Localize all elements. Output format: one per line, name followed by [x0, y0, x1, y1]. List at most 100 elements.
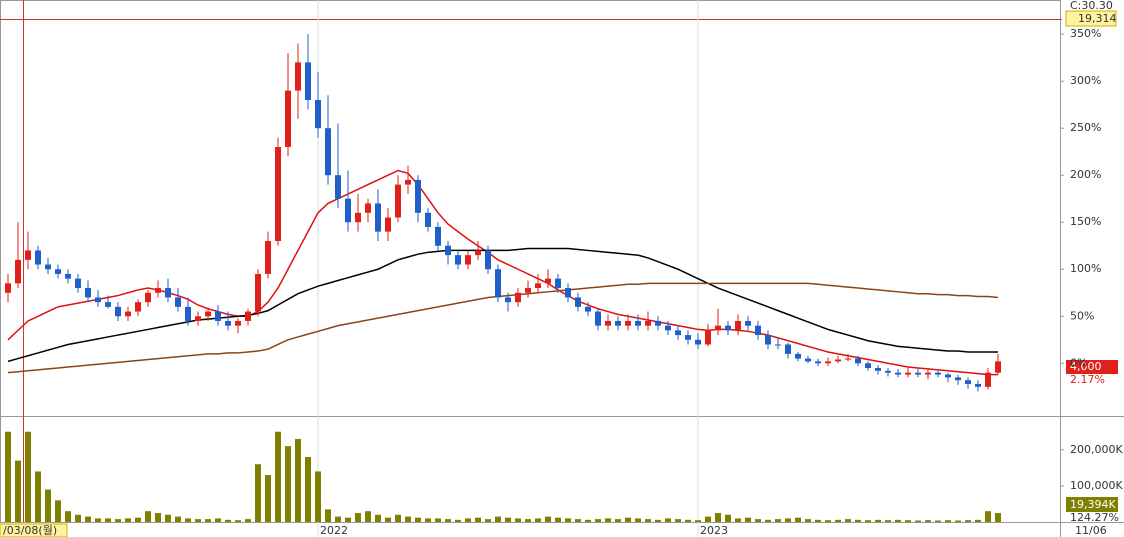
candle-body [645, 320, 651, 326]
candle-body [185, 306, 191, 321]
candle-body [905, 372, 911, 375]
volume-bar [385, 517, 391, 522]
candle-body [585, 306, 591, 312]
candle-body [295, 62, 301, 91]
volume-bar [145, 511, 151, 522]
candle-body [765, 335, 771, 345]
candle-body [315, 99, 321, 129]
candle-body [515, 292, 521, 303]
volume-bar [415, 517, 421, 522]
candle-body [775, 344, 781, 346]
volume-bar [955, 520, 961, 522]
candle-body [45, 264, 51, 270]
candle-body [545, 278, 551, 284]
candle-body [855, 358, 861, 364]
volume-bar [915, 520, 921, 522]
cursor-price-box [1065, 10, 1117, 27]
candle-body [395, 184, 401, 218]
volume-bar [925, 520, 931, 522]
volume-bar [295, 438, 301, 522]
candle-body [675, 330, 681, 336]
volume-bar [785, 518, 791, 522]
volume-bar [25, 431, 31, 522]
volume-bar [115, 519, 121, 522]
volume-bar [325, 509, 331, 522]
candle-body [935, 372, 941, 375]
x-tick-label: 2023 [700, 524, 728, 537]
volume-bar [535, 518, 541, 522]
candle-body [335, 175, 341, 199]
candle-body [655, 320, 661, 326]
candle-body [225, 320, 231, 326]
candle-body [665, 325, 671, 331]
candle-body [535, 283, 541, 289]
volume-bar [235, 520, 241, 522]
volume-bar [885, 520, 891, 522]
price-label: 4,000 [1070, 360, 1102, 373]
volume-bar [625, 517, 631, 522]
volume-bar [35, 471, 41, 522]
moving-average [7, 247, 998, 363]
moving-average [7, 282, 999, 374]
volume-bar [715, 512, 721, 522]
candle-body [815, 361, 821, 364]
candle-body [745, 320, 751, 326]
volume-bar [205, 519, 211, 522]
volume-bar [125, 518, 131, 522]
y-tick-label: 100,000K [1070, 479, 1123, 492]
volume-bar [15, 460, 21, 522]
volume-bar [815, 519, 821, 522]
candle-body [825, 361, 831, 364]
y-tick-label: 200% [1070, 168, 1101, 181]
candle-body [465, 255, 471, 265]
y-tick-label: 250% [1070, 121, 1101, 134]
volume-bar [865, 520, 871, 522]
candle-body [95, 297, 101, 303]
price-box [1066, 360, 1118, 374]
volume-bar [835, 519, 841, 522]
candle-body [945, 374, 951, 378]
volume-bar [65, 511, 71, 522]
volume-bar [245, 519, 251, 522]
volume-bar [585, 519, 591, 522]
candle-body [345, 198, 351, 223]
volume-bar [285, 446, 291, 522]
candle-body [215, 311, 221, 321]
volume-bar [655, 519, 661, 522]
volume-bar [605, 518, 611, 522]
volume-bar [565, 518, 571, 522]
candle-body [845, 358, 851, 360]
volume-bar [5, 431, 11, 522]
volume-bar [995, 512, 1001, 522]
volume-bar [645, 519, 651, 522]
volume-bar [755, 519, 761, 522]
candle-body [685, 335, 691, 340]
y-tick-label: 50% [1070, 309, 1094, 322]
y-tick-label: 350% [1070, 27, 1101, 40]
volume-bar [615, 519, 621, 522]
candle-body [65, 273, 71, 279]
candle-body [795, 353, 801, 359]
candle-body [605, 320, 611, 326]
volume-bar [695, 520, 701, 522]
volume-bar [845, 519, 851, 522]
volume-bar [75, 514, 81, 522]
candle-body [385, 217, 391, 232]
candle-body [165, 288, 171, 298]
candle-body [455, 255, 461, 265]
volume-bar [515, 518, 521, 522]
candle-body [695, 339, 701, 345]
cursor-date: /03/08(월) [3, 524, 57, 537]
volume-bar [395, 514, 401, 522]
candle-body [635, 320, 641, 326]
volume-bar [855, 519, 861, 522]
volume-bar [175, 516, 181, 522]
candle-body [365, 203, 371, 213]
candle-body [475, 250, 481, 256]
volume-bar [525, 519, 531, 522]
candle-body [805, 358, 811, 362]
candle-body [715, 325, 721, 331]
volume-bar [215, 518, 221, 522]
